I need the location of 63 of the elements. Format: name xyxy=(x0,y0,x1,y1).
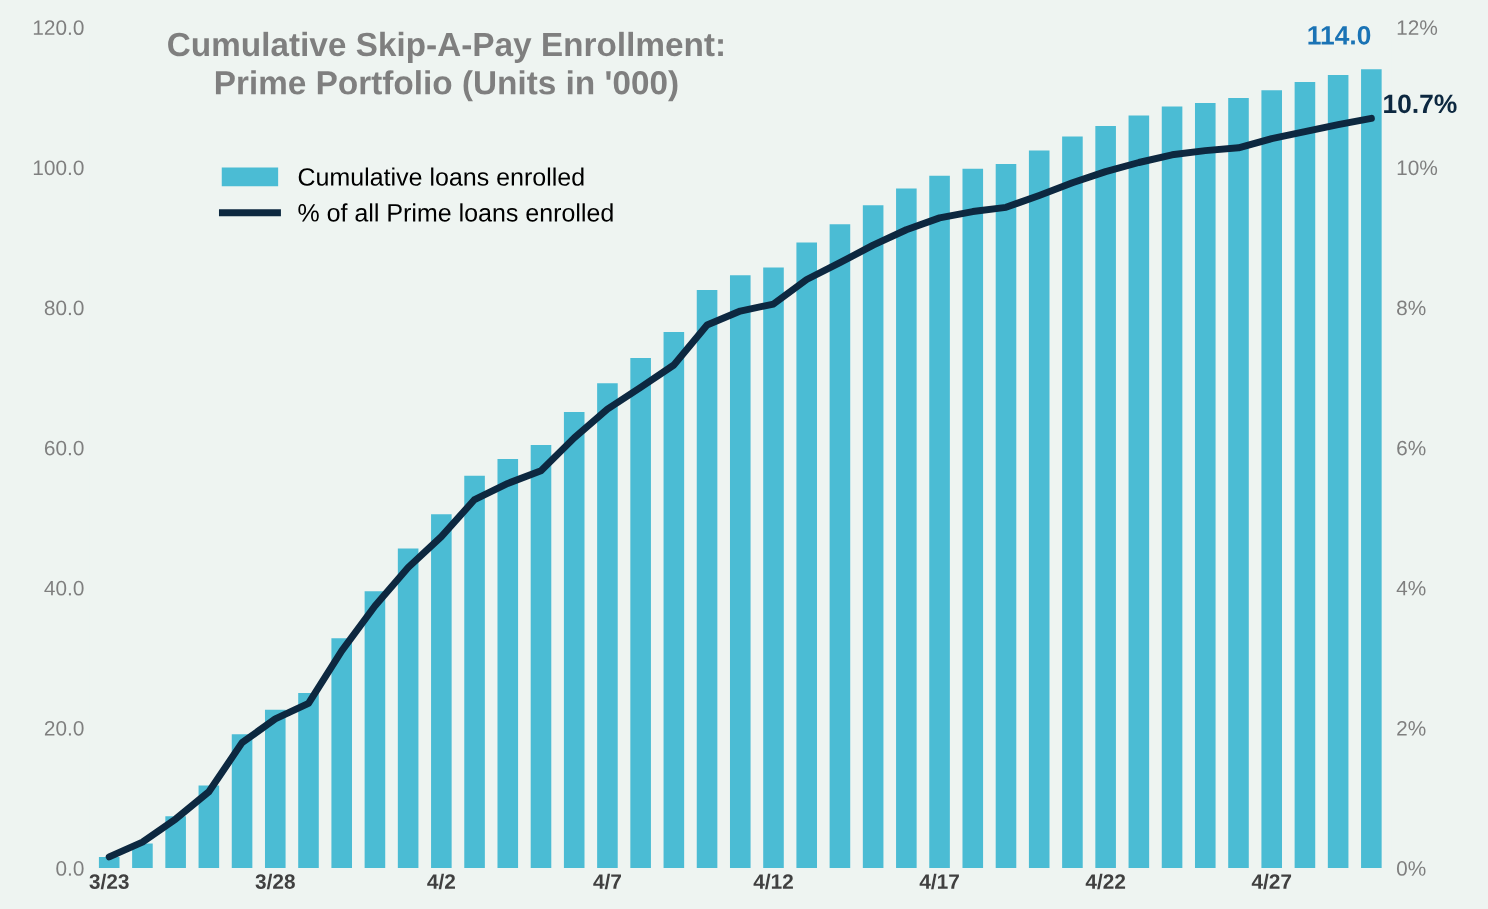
y2-tick-label: 12% xyxy=(1397,20,1438,35)
bar xyxy=(829,224,851,869)
bar xyxy=(397,548,419,869)
y2-tick-label: 0% xyxy=(1396,861,1426,876)
bar xyxy=(696,290,718,869)
data-label: 10.7% xyxy=(1384,94,1457,114)
bar xyxy=(729,275,751,869)
bar xyxy=(663,332,685,869)
legend-label: Cumulative loans enrolled xyxy=(298,167,584,186)
bar xyxy=(1228,98,1249,869)
bar xyxy=(896,188,917,869)
x-tick-label: 4/22 xyxy=(1085,873,1126,890)
bar xyxy=(497,458,519,869)
bar xyxy=(464,475,485,869)
y2-tick-label: 2% xyxy=(1397,720,1426,736)
x-tick-label: 4/27 xyxy=(1251,873,1292,890)
bar xyxy=(597,383,618,869)
y-tick-label: 20.0 xyxy=(44,720,84,736)
bar xyxy=(1194,102,1216,869)
y2-tick-label: 6% xyxy=(1397,440,1426,456)
text: Cumulative Skip-A-Pay Enrollment: Prime Portfolio (Units in '000) xyxy=(168,31,723,102)
bar xyxy=(630,357,651,869)
y2-tick-label: 10% xyxy=(1397,160,1438,176)
bar xyxy=(1361,69,1382,869)
x-tick-label: 3/23 xyxy=(89,873,129,890)
bar xyxy=(1128,115,1150,869)
y2-tick-label: 4% xyxy=(1396,580,1426,596)
bar xyxy=(530,444,552,869)
bar xyxy=(862,205,884,869)
bar xyxy=(796,242,818,869)
bar xyxy=(995,163,1017,869)
y2-tick-label: 8% xyxy=(1397,300,1426,316)
bar xyxy=(1327,74,1349,869)
bar xyxy=(1028,150,1050,869)
y-tick-label: 80.0 xyxy=(44,300,84,316)
bar xyxy=(1062,136,1083,869)
x-tick-label: 4/7 xyxy=(593,873,621,890)
bar xyxy=(298,692,319,869)
bar xyxy=(331,638,353,869)
bar xyxy=(962,168,984,869)
y-tick-label: 60.0 xyxy=(44,440,84,456)
bar xyxy=(264,709,286,869)
data-label: 114.0 xyxy=(1308,25,1371,45)
x-tick-label: 3/28 xyxy=(255,873,295,890)
bar xyxy=(98,856,120,869)
bar xyxy=(1095,126,1116,869)
bar xyxy=(364,591,386,869)
x-tick-label: 4/17 xyxy=(919,873,959,890)
y-tick-label: 120.0 xyxy=(33,20,84,36)
x-tick-label: 4/12 xyxy=(753,873,793,890)
bar xyxy=(431,514,452,869)
bar xyxy=(929,175,950,869)
bar xyxy=(231,734,253,869)
y-tick-label: 100.0 xyxy=(33,160,84,176)
bar xyxy=(1261,90,1283,869)
y-tick-label: 40.0 xyxy=(44,580,84,596)
bar xyxy=(563,411,585,869)
y-tick-label: 0.0 xyxy=(56,861,84,876)
bar xyxy=(763,267,784,869)
bar xyxy=(1294,81,1316,869)
x-tick-label: 4/2 xyxy=(427,873,455,890)
legend-label: % of all Prime loans enrolled xyxy=(298,203,613,222)
bar xyxy=(1161,106,1183,869)
